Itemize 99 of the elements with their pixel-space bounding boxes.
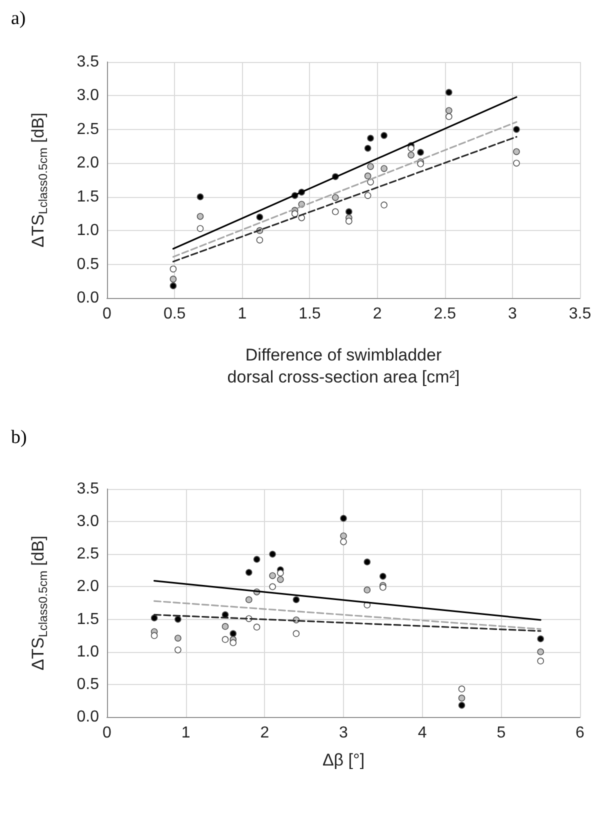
- y-tick-label: 1.5: [76, 610, 100, 628]
- point: [291, 210, 298, 218]
- point: [513, 148, 520, 156]
- point: [246, 596, 252, 604]
- point: [332, 194, 339, 201]
- point: [170, 266, 177, 272]
- point: [269, 572, 276, 580]
- point: [380, 202, 388, 208]
- point: [269, 550, 276, 558]
- point: [346, 218, 352, 225]
- y-tick-label: 0.5: [76, 256, 100, 273]
- point: [196, 225, 204, 232]
- point: [458, 694, 466, 702]
- x-tick-label: 2.5: [434, 306, 456, 322]
- chart-title: a): [11, 8, 26, 29]
- x-tick-label: 3.5: [568, 306, 592, 322]
- point: [170, 276, 177, 283]
- point: [446, 113, 452, 120]
- point: [277, 570, 284, 576]
- x-tick-label: 6: [576, 724, 585, 742]
- point: [417, 148, 424, 156]
- point: [380, 132, 388, 139]
- x-tick-label: 3: [508, 306, 517, 322]
- point: [340, 538, 347, 546]
- point: [332, 208, 339, 216]
- point: [150, 632, 158, 639]
- y-tick-label: 1.0: [76, 222, 100, 240]
- y-tick-label: 1.0: [76, 643, 100, 660]
- point: [246, 568, 252, 576]
- point: [458, 686, 466, 692]
- point: [367, 163, 374, 170]
- x-tick-label: 5: [496, 724, 506, 742]
- point: [380, 572, 386, 580]
- y-tick-label: 2.5: [76, 120, 100, 138]
- point: [230, 639, 237, 646]
- x-tick-label: 0.5: [163, 306, 186, 322]
- point: [196, 193, 204, 200]
- point: [253, 556, 260, 563]
- point: [292, 630, 300, 638]
- x-tick-label: 2: [260, 724, 270, 742]
- x-tick-label: 1.5: [298, 306, 321, 322]
- point: [364, 192, 372, 199]
- point: [364, 586, 371, 594]
- point: [513, 126, 520, 133]
- point: [364, 144, 372, 152]
- point: [174, 634, 182, 642]
- point: [346, 208, 352, 216]
- point: [446, 88, 452, 96]
- y-tick-label: 3.5: [76, 480, 100, 498]
- x-tick-label: 0: [102, 724, 112, 742]
- y-axis-title: ΔTSLclass0.5cm [dB]: [28, 112, 50, 248]
- point: [253, 624, 260, 630]
- point: [292, 596, 300, 604]
- point: [174, 646, 182, 654]
- point: [170, 282, 177, 290]
- point: [256, 214, 264, 220]
- x-tick-label: 0: [102, 306, 112, 322]
- y-tick-label: 2.0: [76, 578, 100, 596]
- point: [230, 630, 237, 638]
- x-tick-label: 3: [339, 724, 348, 742]
- point: [537, 648, 544, 656]
- x-axis-title: Difference of swimbladder dorsal cross-section area [cm²]: [227, 346, 460, 386]
- point: [256, 236, 264, 244]
- point: [537, 658, 544, 664]
- point: [222, 623, 229, 630]
- point: [458, 702, 466, 709]
- y-tick-label: 0.0: [76, 290, 100, 306]
- point: [446, 107, 452, 114]
- point: [513, 160, 520, 167]
- point: [277, 576, 284, 583]
- point: [537, 635, 544, 642]
- y-tick-label: 0.5: [76, 676, 100, 693]
- y-axis-title: ΔTSLclass0.5cm [dB]: [28, 536, 50, 670]
- point: [174, 616, 182, 623]
- x-tick-label: 2: [372, 306, 382, 322]
- x-axis-title: Δβ [°]: [322, 750, 365, 770]
- point: [222, 636, 229, 643]
- point: [269, 583, 276, 590]
- point: [408, 144, 414, 152]
- point: [364, 172, 372, 180]
- y-tick-label: 0.0: [76, 708, 100, 726]
- y-tick-label: 1.5: [76, 188, 100, 206]
- chart-title: b): [11, 427, 27, 448]
- x-tick-label: 4: [418, 724, 427, 742]
- y-tick-label: 2.5: [76, 546, 100, 563]
- point: [380, 165, 388, 172]
- y-tick-label: 3.5: [76, 54, 100, 70]
- point: [150, 614, 158, 622]
- x-tick-label: 1: [181, 724, 190, 742]
- point: [367, 134, 374, 142]
- x-tick-label: 1: [238, 306, 247, 322]
- point: [340, 514, 347, 522]
- y-tick-label: 3.0: [76, 87, 100, 104]
- point: [340, 532, 347, 540]
- point: [364, 558, 371, 566]
- point: [408, 152, 414, 158]
- y-tick-label: 2.0: [76, 154, 100, 172]
- point: [196, 213, 204, 220]
- y-tick-label: 3.0: [76, 513, 100, 530]
